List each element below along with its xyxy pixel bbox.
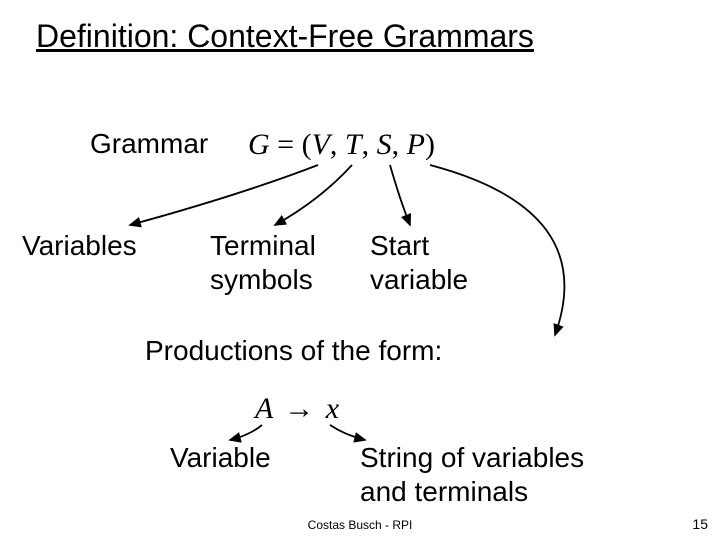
- start-label-1: Start: [370, 230, 429, 262]
- production-arrow: →: [280, 392, 318, 425]
- terminal-label-2: symbols: [210, 264, 313, 296]
- production-rhs: x: [326, 392, 339, 425]
- productions-label: Productions of the form:: [145, 335, 442, 367]
- grammar-label: Grammar: [90, 128, 208, 160]
- terminal-label-1: Terminal: [210, 230, 316, 262]
- footer-text: Costas Busch - RPI: [308, 518, 413, 532]
- page-number: 15: [692, 516, 708, 532]
- grammar-formula: G = (V, T, S, P): [248, 128, 435, 162]
- production-formula: A → x: [255, 392, 339, 426]
- string-label-1: String of variables: [360, 442, 584, 474]
- variable-label: Variable: [170, 442, 271, 474]
- slide-title: Definition: Context-Free Grammars: [36, 18, 534, 55]
- variables-label: Variables: [22, 230, 137, 262]
- string-label-2: and terminals: [360, 476, 528, 508]
- start-label-2: variable: [370, 264, 468, 296]
- production-lhs: A: [255, 392, 273, 425]
